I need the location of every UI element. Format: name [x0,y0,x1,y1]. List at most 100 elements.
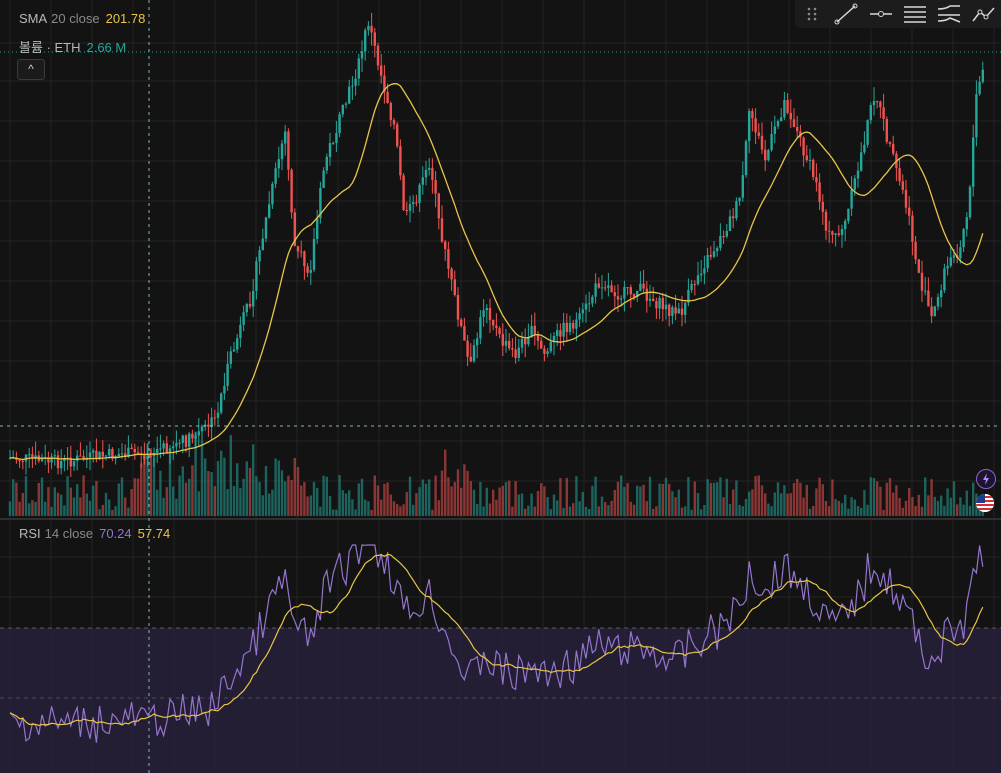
volume-bar [120,477,124,516]
candle-body [191,433,194,439]
volume-bar [568,506,572,516]
volume-bar [767,503,770,516]
fib-retracement-icon[interactable] [932,0,966,28]
candle-body [127,447,130,457]
candle-body [322,170,325,189]
volume-bar [40,477,44,516]
drag-handle-icon[interactable] [795,0,829,28]
volume-bar [220,450,223,516]
candle-body [376,45,380,66]
volume-bar [485,487,488,516]
candle-body [165,443,168,454]
volume-bar [972,482,975,516]
candle-body [287,131,290,170]
candle-body [325,156,328,171]
volume-bar [255,476,258,516]
candle-body [632,294,636,298]
rsi-name: RSI [19,526,41,541]
candle-body [79,455,82,457]
candle-body [524,338,527,345]
candle-body [271,183,274,205]
candle-body [642,283,645,289]
candle-body [754,118,757,133]
candle-body [716,248,719,252]
volume-bar [85,493,88,516]
volume-bar [111,509,114,516]
volume-bar [466,470,469,516]
volume-bar [773,492,776,516]
volume-bar [684,506,687,516]
candle-body [834,233,837,235]
candle-body [818,182,821,202]
volume-bar [808,508,812,516]
volume-bar [652,508,655,516]
candle-body [658,297,661,309]
volume-bar [677,489,680,516]
candle-body [936,297,940,307]
volume-bar [108,499,111,516]
path-icon[interactable] [967,0,1001,28]
trend-line-icon[interactable] [829,0,863,28]
candle-body [309,269,312,273]
volume-bar [572,503,575,516]
volume-bar [604,502,607,516]
volume-bar [536,490,540,516]
candle-body [348,86,351,104]
candle-body [440,218,444,242]
candle-body [898,168,901,182]
candle-body [773,126,776,134]
volume-bar [764,493,767,516]
candle-body [504,340,508,346]
volume-bar [898,497,901,516]
candle-body [444,241,447,250]
volume-bar [15,482,18,516]
candle-body [344,103,348,105]
candle-body [373,32,376,46]
candle-body [696,275,700,285]
volume-bar [776,482,780,516]
parallel-channel-icon[interactable] [898,0,932,28]
candle-body [306,266,309,273]
us-flag-icon[interactable] [976,494,994,512]
candle-body [40,458,44,461]
horizontal-ray-icon[interactable] [864,0,898,28]
candle-body [21,460,24,462]
volume-bar [658,483,661,516]
volume-bar [453,481,456,516]
candle-body [725,231,728,237]
candle-body [821,201,824,212]
volume-bar [546,496,549,516]
volume-bar [440,470,444,516]
collapse-legend-button[interactable]: ^ [17,59,45,80]
volume-bar [831,479,834,516]
volume-bar [748,491,751,516]
volume-bar [780,493,783,516]
volume-bar [53,487,56,516]
volume-bar [732,489,735,516]
candle-body [101,451,104,457]
candle-body [389,103,392,121]
candle-body [258,250,261,262]
volume-bar [98,509,101,516]
volume-bar [911,496,914,516]
volume-bar [552,494,556,516]
candle-body [501,334,504,346]
candle-body [975,94,978,138]
candle-body [210,417,213,427]
volume-bar [380,499,383,516]
volume-bar [341,490,344,516]
candle-body [396,124,399,147]
volume-bar [95,480,98,516]
lightning-icon[interactable] [976,469,996,489]
volume-bar [18,501,21,516]
volume-bar [904,500,908,516]
sma-line [9,83,984,461]
candle-body [508,340,511,349]
candle-body [853,178,856,190]
candle-body [728,216,732,232]
candle-body [296,246,300,252]
candle-body [370,25,373,33]
volume-bar [872,477,876,516]
volume-bar [901,507,904,516]
